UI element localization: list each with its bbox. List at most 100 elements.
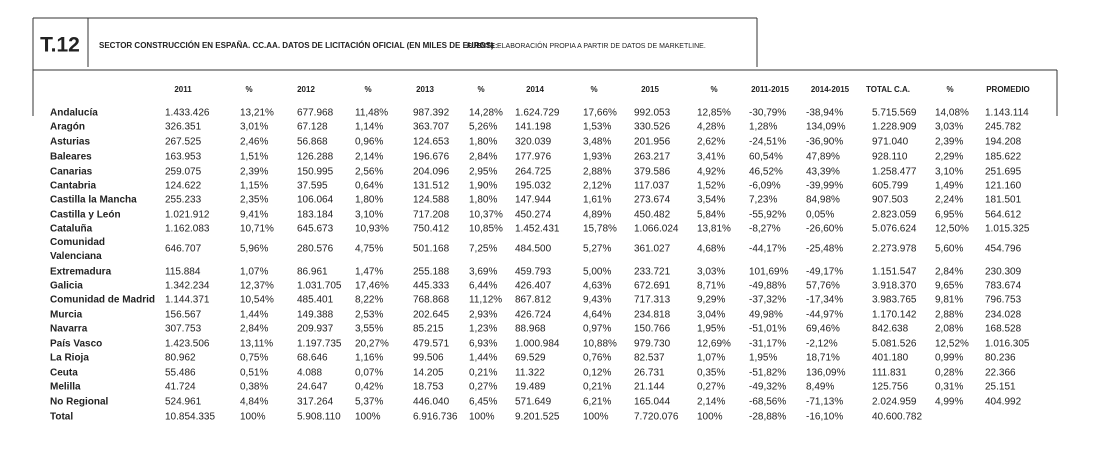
column-header: % [245,85,252,94]
cell: -24,51% [749,137,786,148]
cell: 259.075 [165,167,202,178]
row-label: Navarra [50,324,88,335]
cell: -68,56% [749,397,786,408]
cell: 4.088 [297,368,322,379]
cell: 0,21% [583,382,611,393]
cell: 8,49% [806,382,834,393]
cell: 209.937 [297,324,334,335]
cell: 3,04% [697,310,725,321]
row-label: Murcia [50,310,83,321]
cell: 125.756 [872,382,909,393]
cell: 69,46% [806,324,840,335]
cell: 0,97% [583,324,611,335]
cell: 5,84% [697,210,725,221]
cell: 4,89% [583,210,611,221]
cell: 11,48% [355,108,388,119]
cell: 0,38% [240,382,268,393]
cell: 5.715.569 [872,108,917,119]
cell: 2,14% [697,397,725,408]
cell: 55.486 [165,368,196,379]
cell: 19.489 [515,382,546,393]
cell: 1.170.142 [872,310,917,321]
cell: 485.401 [297,295,334,306]
cell: 121.160 [985,181,1022,192]
cell: 1,51% [240,152,268,163]
cell: 1.197.735 [297,339,342,350]
cell: 842.638 [872,324,909,335]
cell: 2.273.978 [872,244,917,255]
cell: 2,93% [469,310,497,321]
cell: 46,52% [749,167,783,178]
cell: 82.537 [634,353,665,364]
cell: 479.571 [413,339,450,350]
table-title: SECTOR CONSTRUCCIÓN EN ESPAÑA. CC.AA. DA… [99,41,494,50]
cell: 971.040 [872,137,909,148]
cell: 867.812 [515,295,552,306]
row-label: Extremadura [50,267,112,278]
cell: 0,21% [469,368,497,379]
cell: 5.076.624 [872,224,917,235]
cell: 149.388 [297,310,334,321]
cell: 1,49% [935,181,963,192]
cell: 1,16% [355,353,383,364]
cell: 2,84% [240,324,268,335]
cell: 796.753 [985,295,1022,306]
cell: 1.015.325 [985,224,1030,235]
cell: 234.028 [985,310,1022,321]
cell: -51,01% [749,324,786,335]
cell: 204.096 [413,167,450,178]
cell: 165.044 [634,397,671,408]
cell: -44,17% [749,244,786,255]
cell: 37.595 [297,181,328,192]
cell: 18.753 [413,382,444,393]
cell: 24.647 [297,382,328,393]
cell: 163.953 [165,152,202,163]
column-header: 2011-2015 [751,85,789,94]
cell: 57,76% [806,281,840,292]
cell: 484.500 [515,244,552,255]
cell: 0,64% [355,181,383,192]
cell: 9,81% [935,295,963,306]
cell: 1,80% [469,195,497,206]
cell: 14,28% [469,108,503,119]
cell: 783.674 [985,281,1022,292]
cell: 717.313 [634,295,671,306]
cell: 12,52% [935,339,969,350]
cell: 363.707 [413,122,450,133]
cell: 1,95% [697,324,725,335]
cell: 10,71% [240,224,274,235]
cell: 3,10% [355,210,383,221]
cell: -30,79% [749,108,786,119]
cell: 8,22% [355,295,383,306]
cell: -49,17% [806,267,843,278]
source: ELABORACIÓN PROPIA A PARTIR DE DATOS DE … [497,41,706,50]
cell: -26,60% [806,224,843,235]
cell: 1,15% [240,181,268,192]
cell: 1.342.234 [165,281,210,292]
cell: 88.968 [515,324,546,335]
cell: 6.916.736 [413,412,458,423]
cell: 2,56% [355,167,383,178]
row-label: La Rioja [50,353,89,364]
cell: 245.782 [985,122,1022,133]
cell: 987.392 [413,108,450,119]
cell: 1,07% [240,267,268,278]
cell: 156.567 [165,310,202,321]
cell: 9,41% [240,210,268,221]
cell: 10,37% [469,210,503,221]
cell: 84,98% [806,195,840,206]
cell: 0,05% [806,210,834,221]
cell: 49,98% [749,310,783,321]
cell: 194.208 [985,137,1022,148]
cell: 41.724 [165,382,196,393]
cell: 12,69% [697,339,731,350]
cell: 22.366 [985,368,1016,379]
cell: -71,13% [806,397,843,408]
cell: 2,12% [583,181,611,192]
cell: 17,46% [355,281,389,292]
cell: 2,29% [935,152,963,163]
row-label: Castilla la Mancha [50,195,137,206]
cell: 3,41% [697,152,725,163]
cell: 177.976 [515,152,552,163]
